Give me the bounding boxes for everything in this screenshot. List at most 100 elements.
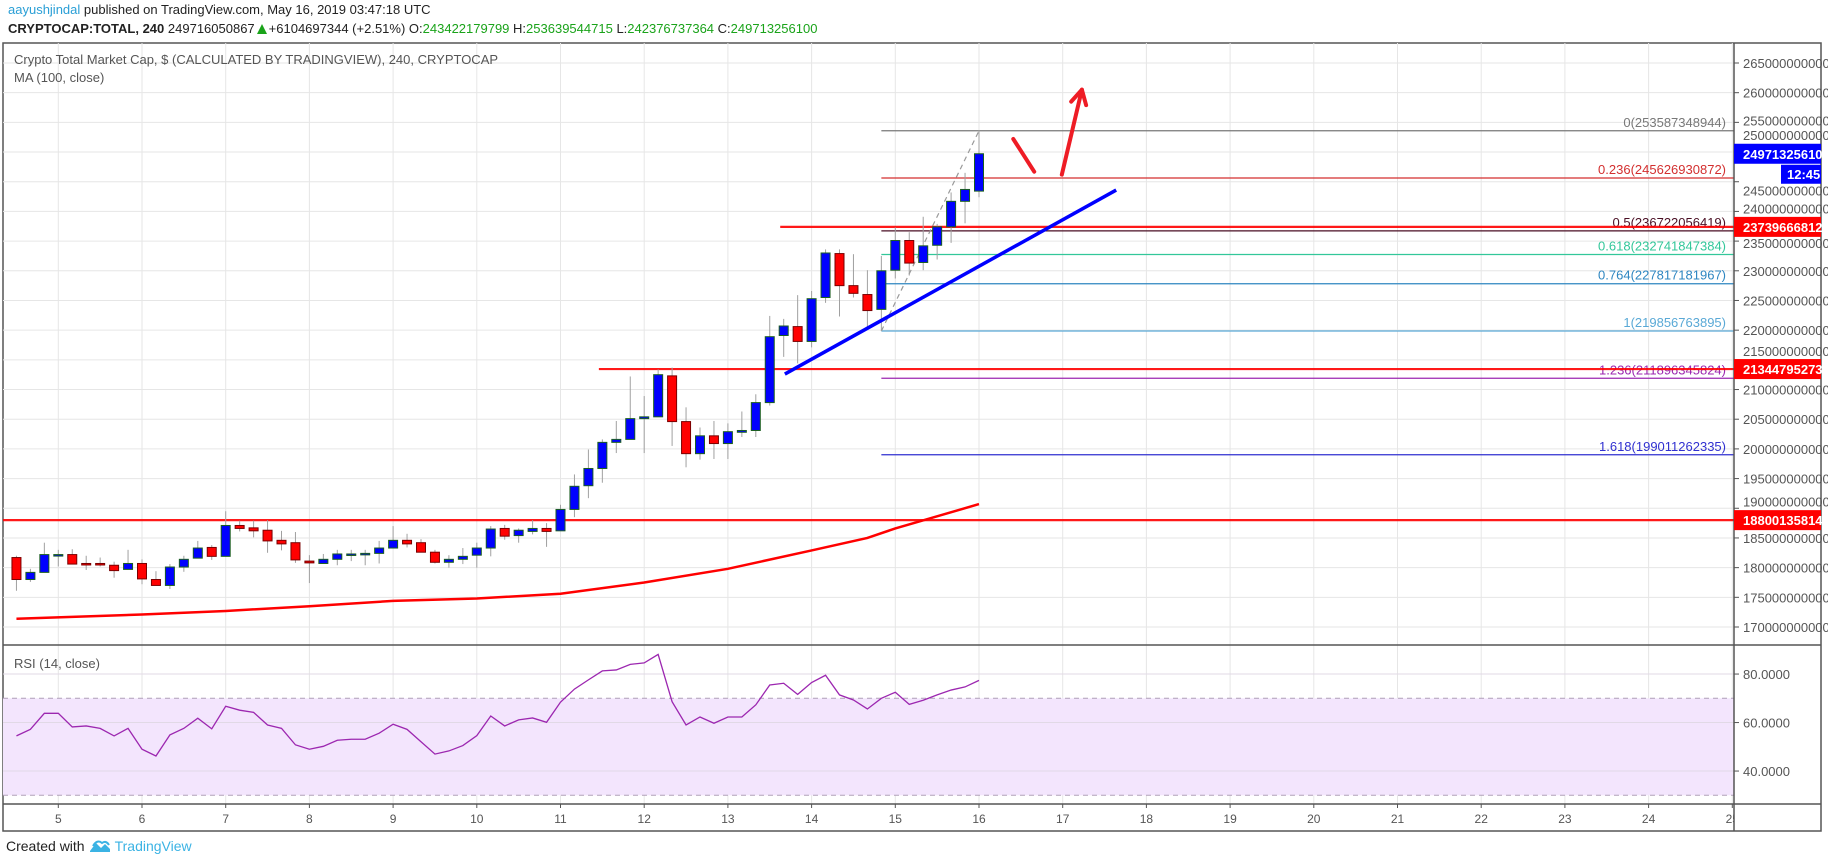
price-axis-label: 220000000000	[1743, 323, 1828, 338]
candle-up	[39, 554, 50, 573]
price-level-badge	[1734, 510, 1821, 531]
rsi-axis-label: 40.0000	[1743, 764, 1790, 779]
low-value: 242376737364	[627, 21, 715, 36]
time-axis-label: 16	[972, 812, 986, 826]
price-level-badge	[1734, 359, 1821, 380]
candle-up	[332, 553, 343, 560]
candle-up	[639, 416, 650, 420]
time-axis-label: 19	[1223, 812, 1237, 826]
high-value: 253639544715	[526, 21, 613, 36]
countdown-badge	[1781, 164, 1821, 184]
last-price-badge	[1734, 143, 1821, 164]
candle-up	[932, 226, 943, 246]
fib-level-label: 1.618(199011262335)	[1599, 439, 1726, 454]
time-axis-label: 13	[721, 812, 735, 826]
published-text: published on TradingView.com, May 16, 20…	[83, 2, 431, 17]
open-label: O:	[408, 21, 423, 36]
last-value: 249716050867	[167, 21, 255, 36]
candle-up	[946, 200, 957, 228]
overlay-drawings	[784, 87, 1118, 376]
candle-down	[276, 539, 287, 545]
candle-up	[527, 527, 538, 532]
candle-up	[192, 547, 203, 559]
price-level-badge-text: 237396668120	[1743, 220, 1828, 235]
candle-up	[695, 435, 705, 455]
candle-up	[25, 571, 36, 581]
candle-up	[318, 558, 329, 564]
candle-down	[95, 562, 106, 566]
candle-up	[178, 558, 189, 568]
candle-down	[206, 546, 217, 557]
fib-level-label: 0.764(227817181967)	[1598, 268, 1726, 283]
time-axis-label: 7	[222, 812, 229, 826]
candle-down	[862, 294, 873, 312]
time-axis-label: 18	[1140, 812, 1154, 826]
price-axis-label: 170000000000	[1743, 620, 1828, 635]
price-level-badge-text: 213447952736	[1743, 362, 1828, 377]
low-label: L:	[616, 21, 628, 36]
time-axis-label: 21	[1391, 812, 1405, 826]
candle-down	[109, 564, 120, 572]
rsi-band	[3, 698, 1734, 796]
candle-down	[248, 527, 259, 532]
price-axis-label: 235000000000	[1743, 236, 1828, 251]
change-value: +6104697344 (+2.51%)	[268, 21, 406, 36]
candle-up	[485, 528, 496, 549]
time-axis-label: 20	[1307, 812, 1321, 826]
arrow-up-line	[1059, 87, 1084, 177]
price-axis-label: 250000000000	[1743, 128, 1828, 143]
axes: 5 6 7 8 9 10 11 12 13 14 15 16 17 18 19 20 21 22 23 24 25 170…	[3, 43, 1828, 831]
candle-up	[513, 529, 524, 537]
price-axis-label: 175000000000	[1743, 590, 1828, 605]
time-axis-label: 25	[1726, 812, 1740, 826]
candle-up	[806, 298, 817, 342]
rsi-line	[16, 653, 980, 757]
candles	[11, 130, 984, 591]
time-axis-label: 14	[805, 812, 819, 826]
candle-up	[736, 429, 747, 433]
high-label: H:	[513, 21, 527, 36]
price-axis-label: 180000000000	[1743, 561, 1828, 576]
time-axis-label: 15	[889, 812, 903, 826]
tradingview-link[interactable]: TradingView	[114, 838, 192, 854]
candle-down	[262, 529, 273, 542]
author-link[interactable]: aayushjindal	[8, 2, 81, 17]
candle-down	[11, 557, 22, 581]
tradingview-logo-icon	[89, 840, 110, 852]
candle-down	[904, 240, 915, 264]
price-axis-label: 200000000000	[1743, 442, 1828, 457]
candle-up	[471, 547, 482, 556]
candle-up	[220, 524, 231, 557]
price-axis-label: 260000000000	[1743, 86, 1828, 101]
candle-down	[234, 524, 245, 529]
candle-down	[848, 285, 859, 294]
last-price-text: 249713256100	[1743, 147, 1828, 162]
candle-up	[764, 336, 775, 404]
publish-info: aayushjindal published on TradingView.co…	[8, 2, 431, 17]
candle-down	[834, 253, 845, 287]
candle-up	[388, 539, 399, 549]
price-axis-label: 245000000000	[1743, 184, 1828, 199]
candle-down	[708, 435, 719, 445]
candle-down	[137, 562, 147, 580]
price-axis-label: 195000000000	[1743, 472, 1828, 487]
ma-legend: MA (100, close)	[14, 70, 104, 85]
candle-down	[499, 527, 510, 537]
candle-up	[360, 552, 371, 556]
candle-up	[722, 431, 733, 445]
symbol-label: CRYPTOCAP:TOTAL, 240	[8, 21, 165, 36]
price-level-badge-text: 188001358149	[1743, 513, 1828, 528]
candle-up	[123, 562, 134, 570]
candle-up	[625, 418, 636, 440]
ohlc-legend: CRYPTOCAP:TOTAL, 240 249716050867 +610469…	[8, 21, 817, 36]
ma-line	[16, 502, 980, 620]
candle-up	[750, 402, 761, 431]
price-axis-label: 230000000000	[1743, 264, 1828, 279]
fib-level-label: 1(219856763895)	[1623, 315, 1726, 330]
close-value: 249713256100	[730, 21, 818, 36]
candle-up	[443, 558, 454, 563]
candle-up	[974, 153, 984, 192]
price-axis-label: 265000000000	[1743, 56, 1828, 71]
time-axis-label: 22	[1475, 812, 1489, 826]
